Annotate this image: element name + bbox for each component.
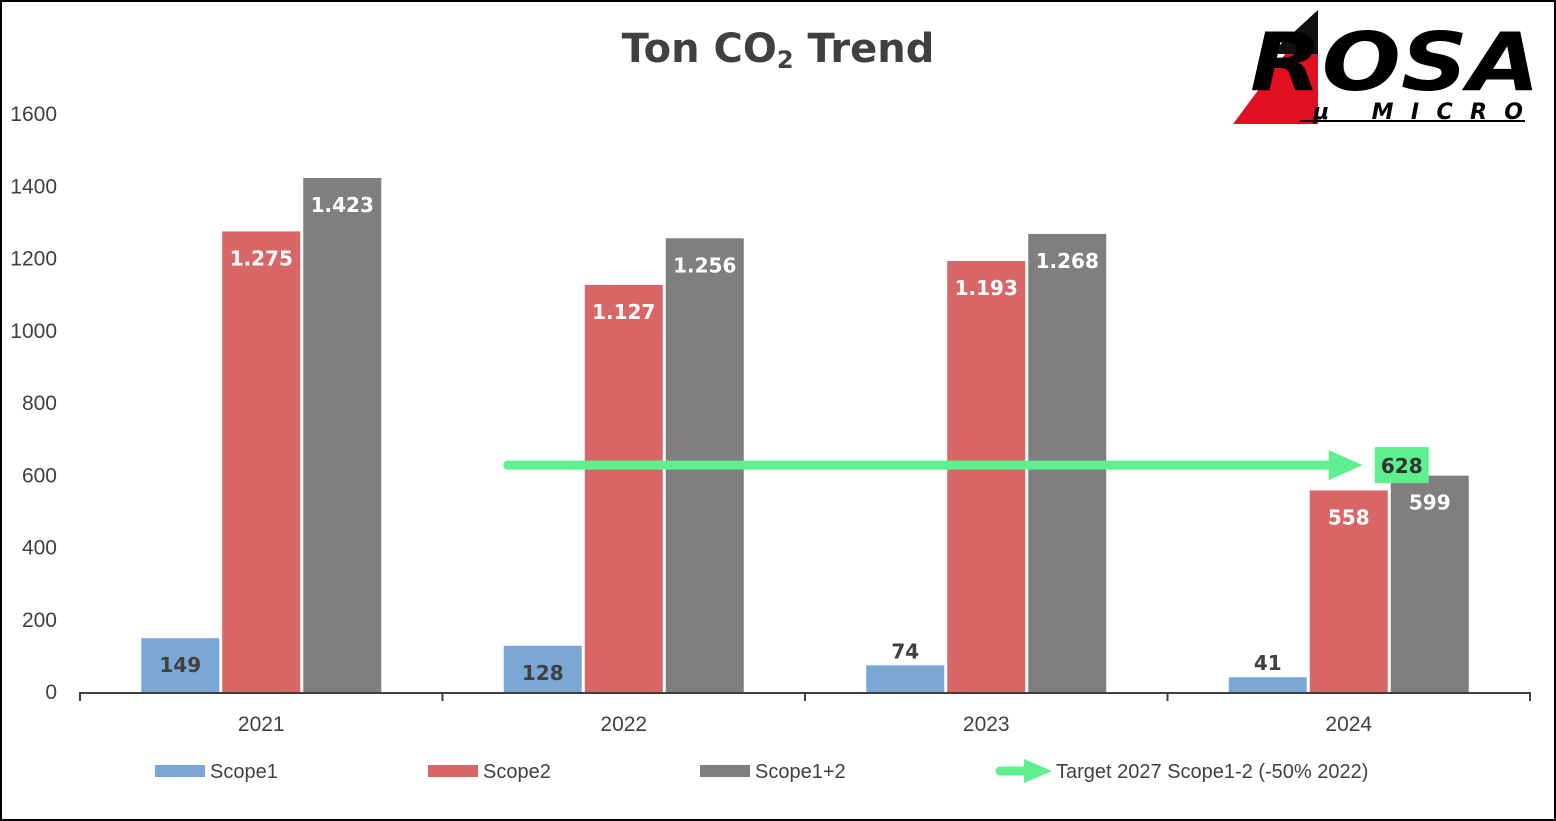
data-label: 558 — [1328, 505, 1370, 529]
data-label: 1.268 — [1036, 249, 1099, 273]
data-label: 1.193 — [955, 276, 1018, 300]
y-tick-label: 200 — [22, 609, 57, 632]
y-tick-label: 800 — [22, 392, 57, 415]
axes: 0 200 400 600 800 1000 1200 1400 1600 2021 2022 202… — [10, 103, 1531, 736]
legend-swatch — [700, 765, 750, 777]
bar-scope1 — [866, 665, 945, 692]
y-tick-label: 600 — [22, 464, 57, 487]
data-label: 1.423 — [311, 193, 374, 217]
y-tick-label: 400 — [22, 537, 57, 560]
rosa-micro-logo: ROSA μ MICRO — [1233, 10, 1540, 125]
bar-scope2 — [1309, 490, 1388, 692]
y-tick-label: 1000 — [10, 320, 57, 343]
legend-swatch — [428, 765, 478, 777]
logo-name: ROSA — [1250, 16, 1540, 109]
legend-label: Scope1 — [210, 761, 278, 783]
bar-scope1-2 — [303, 177, 382, 692]
target-label: 628 — [1381, 454, 1423, 478]
data-label: 128 — [522, 661, 564, 685]
data-label: 1.127 — [592, 300, 655, 324]
chart-title: Ton CO2 Trend — [0, 26, 1556, 74]
data-label: 1.256 — [673, 253, 736, 277]
data-label: 599 — [1409, 491, 1451, 515]
bar-scope2 — [947, 261, 1026, 692]
bar-scope2 — [584, 284, 663, 692]
legend-swatch — [155, 765, 205, 777]
data-label: 149 — [159, 653, 201, 677]
y-tick-label: 1600 — [10, 103, 57, 126]
y-tick-label: 0 — [45, 681, 57, 704]
bar-scope1 — [1228, 677, 1307, 692]
bar-scope1 — [141, 638, 220, 692]
y-tick-label: 1200 — [10, 248, 57, 271]
title-subscript: 2 — [776, 46, 794, 74]
data-label: 1.275 — [230, 246, 293, 270]
logo-black-triangle — [1270, 10, 1318, 54]
x-tick-label: 2021 — [238, 713, 285, 736]
x-tick-label: 2023 — [963, 713, 1010, 736]
data-label: 41 — [1254, 651, 1282, 675]
legend-label: Scope2 — [483, 761, 551, 783]
x-tick-label: 2024 — [1325, 713, 1372, 736]
bar-scope2 — [222, 231, 301, 692]
legend-arrow-head — [1024, 759, 1052, 783]
legend-label: Scope1+2 — [755, 761, 846, 783]
legend-label: Target 2027 Scope1-2 (-50% 2022) — [1056, 761, 1368, 783]
bar-scope1-2 — [1390, 475, 1469, 692]
title-end: Trend — [793, 26, 935, 72]
legend: Scope1 Scope2 Scope1+2 Target 2027 Scope1-2… — [155, 759, 1368, 783]
bars: 149 1.275 1.423 128 1.127 1.256 74 1.193 1.268 41… — [141, 177, 1469, 692]
target-line: 628 — [503, 447, 1429, 484]
bar-scope1 — [503, 645, 582, 692]
x-tick-label: 2022 — [600, 713, 647, 736]
target-label-box — [1374, 447, 1429, 484]
data-label: 74 — [891, 639, 919, 663]
title-main: Ton CO — [621, 26, 777, 72]
target-arrow-head — [1328, 450, 1363, 481]
y-tick-label: 1400 — [10, 175, 57, 198]
